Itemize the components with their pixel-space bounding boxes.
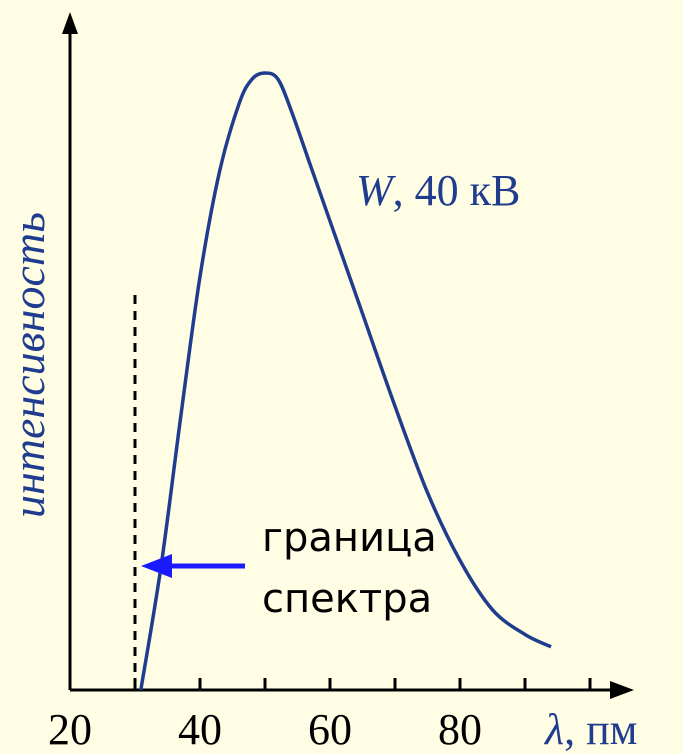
series-line-W-40kV: [139, 71, 552, 691]
x-axis-symbol: λ: [543, 705, 564, 754]
x-tick-label: 60: [308, 705, 352, 754]
x-tick-label: 80: [438, 705, 482, 754]
y-axis-label: интенсивность: [3, 212, 54, 518]
series-label-rest: , 40 кВ: [393, 166, 521, 215]
series-label: W, 40 кВ: [356, 166, 520, 215]
x-tick-label: 40: [178, 705, 222, 754]
x-tick-labels: 20 40 60 80: [48, 705, 482, 754]
x-axis-label: λ, пм: [543, 705, 637, 754]
annotation-arrow-head: [141, 554, 172, 578]
annotation-line-1: граница: [262, 515, 437, 561]
x-ticks: [133, 678, 592, 690]
x-axis-unit: , пм: [564, 705, 637, 754]
x-tick-label: 20: [48, 705, 92, 754]
series-label-symbol: W: [356, 166, 396, 215]
x-axis-arrow: [610, 681, 634, 699]
annotation-line-2: спектра: [262, 576, 432, 622]
y-axis-arrow: [62, 12, 78, 34]
